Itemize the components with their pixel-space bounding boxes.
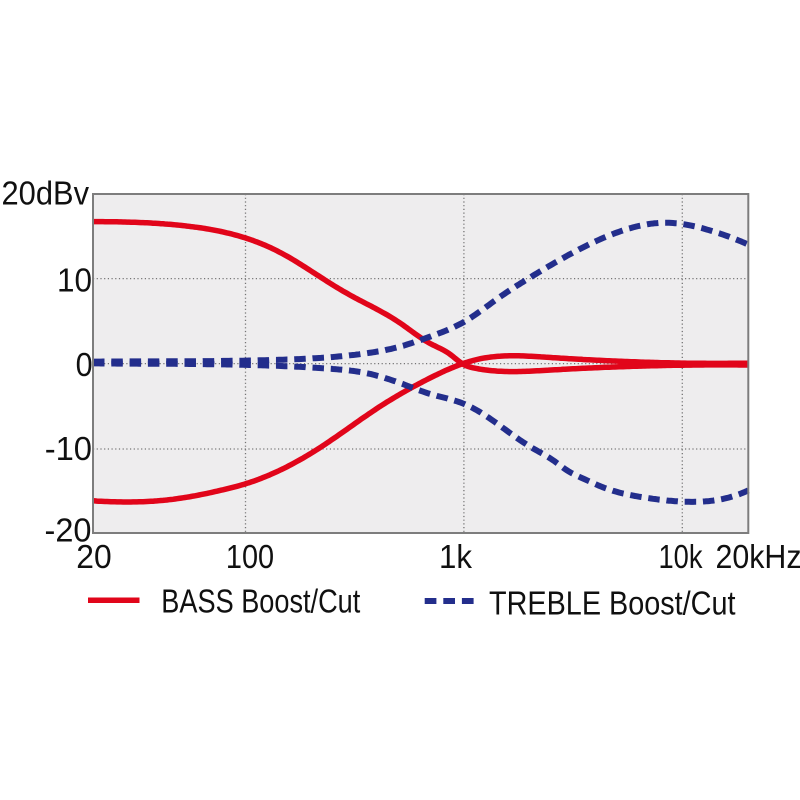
svg-text:10: 10 [57, 261, 92, 298]
svg-text:20: 20 [76, 538, 111, 575]
svg-text:1k: 1k [439, 538, 472, 575]
svg-text:BASS Boost/Cut: BASS Boost/Cut [161, 583, 360, 620]
svg-text:100: 100 [226, 538, 274, 575]
svg-text:20dBv: 20dBv [2, 175, 90, 212]
svg-text:0: 0 [76, 346, 93, 383]
svg-text:TREBLE Boost/Cut: TREBLE Boost/Cut [489, 585, 736, 622]
svg-text:20kHz: 20kHz [716, 538, 800, 575]
svg-text:-10: -10 [45, 430, 92, 467]
svg-text:10k: 10k [659, 538, 703, 575]
svg-text:-20: -20 [45, 511, 92, 548]
